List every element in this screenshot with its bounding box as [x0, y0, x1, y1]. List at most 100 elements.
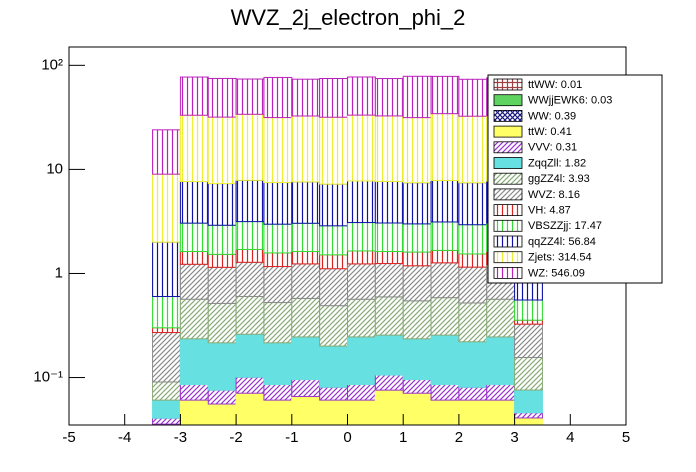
x-tick-label: 4: [566, 429, 574, 446]
legend-label: WZ: 546.09: [528, 267, 585, 279]
bar-segment: [207, 77, 237, 118]
bar-segment: [291, 336, 321, 381]
bar-segment: [291, 222, 321, 253]
bar-segment: [458, 115, 488, 184]
bar-segment: [152, 327, 181, 334]
legend-label: qqZZ4l: 56.84: [528, 236, 596, 248]
bar-segment: [430, 221, 460, 251]
plot-area: [152, 75, 543, 425]
bar-segment: [430, 249, 460, 264]
bar-segment: [430, 262, 460, 299]
bar-segment: [402, 300, 432, 340]
bar-segment: [430, 75, 460, 115]
bar-segment: [291, 78, 321, 117]
bar-segment: [207, 342, 237, 391]
bar-segment: [402, 117, 432, 184]
bar-segment: [263, 302, 293, 344]
x-tick-label: 3: [510, 429, 518, 446]
legend-label: WVZ: 8.16: [528, 189, 580, 201]
x-tick-label: 0: [343, 429, 351, 446]
legend-label: VH: 4.87: [528, 205, 571, 217]
bar-segment: [152, 173, 181, 243]
bar-segment: [263, 182, 293, 225]
bar-segment: [319, 268, 348, 307]
legend-swatch: [493, 94, 523, 107]
bar-segment: [179, 76, 209, 116]
bar-segment: [347, 250, 376, 265]
bar-segment: [374, 374, 404, 391]
bar-segment: [374, 334, 404, 376]
bar-segment: [319, 116, 348, 185]
bar-segment: [514, 319, 543, 325]
y-tick-label: 10²: [41, 56, 63, 73]
bar-segment: [430, 113, 460, 181]
legend-swatch: [493, 251, 523, 264]
bar-segment: [374, 389, 404, 425]
bar-segment: [291, 263, 321, 299]
bar-segment: [458, 78, 488, 117]
bar-segment: [514, 389, 543, 414]
bar-segment: [319, 77, 348, 118]
bar-segment: [152, 129, 181, 175]
bar-segment: [179, 384, 209, 401]
bar-segment: [152, 399, 181, 419]
bar-segment: [291, 115, 321, 183]
bar-segment: [430, 384, 460, 401]
legend-swatch: [493, 204, 523, 217]
bar-segment: [347, 180, 376, 224]
bar-segment: [374, 222, 404, 253]
bar-segment: [179, 399, 209, 425]
bar-segment: [347, 114, 376, 182]
bar-segment: [179, 181, 209, 224]
bar-segment: [486, 298, 516, 338]
bar-segment: [402, 338, 432, 381]
bar-segment: [152, 381, 181, 401]
bar-segment: [374, 180, 404, 224]
x-tick-label: 2: [455, 429, 463, 446]
bar-segment: [152, 417, 181, 425]
legend-label: Zjets: 314.54: [528, 252, 592, 264]
bar-segment: [347, 222, 376, 252]
bar-segment: [179, 251, 209, 265]
chart-title: WVZ_2j_electron_phi_2: [231, 5, 466, 30]
legend-swatch: [493, 125, 523, 138]
bar-segment: [235, 261, 265, 298]
bar-segment: [235, 333, 265, 378]
bar-segment: [374, 296, 404, 336]
bar-segment: [263, 266, 293, 304]
bar-segment: [402, 265, 432, 302]
bar-segment: [263, 384, 293, 401]
bar-segment: [263, 223, 293, 254]
axes: -5 -4 -3 -2 -1 0 1 2 3 4 5 10⁻¹ 1 10 10²: [33, 56, 630, 446]
legend-label: WW: 0.39: [528, 110, 576, 122]
bar-segment: [347, 263, 376, 300]
bar-segment: [374, 263, 404, 298]
x-tick-label: -2: [229, 429, 242, 446]
bar-segment: [319, 254, 348, 270]
bar-segment: [458, 302, 488, 343]
legend-swatch: [493, 172, 523, 185]
bar-segment: [152, 296, 181, 329]
bar-segment: [235, 179, 265, 223]
bar-segment: [402, 392, 432, 425]
legend-swatch: [493, 141, 523, 154]
bar-segment: [430, 297, 460, 336]
legend-swatch: [493, 157, 523, 169]
legend-swatch: [493, 110, 523, 122]
bar-segment: [347, 336, 376, 386]
bar-segment: [402, 223, 432, 253]
bar-segment: [263, 117, 293, 184]
bar-segment: [152, 241, 181, 298]
bar-segment: [207, 389, 237, 405]
bar-segment: [179, 114, 209, 183]
bar-segment: [235, 78, 265, 115]
bar-segment: [430, 179, 460, 223]
bar-segment: [263, 252, 293, 268]
bar-segment: [207, 266, 237, 304]
bar-segment: [152, 332, 181, 383]
legend-swatch: [493, 235, 523, 248]
bar-segment: [514, 412, 543, 419]
bar-segment: [235, 392, 265, 425]
x-tick-label: -4: [118, 429, 131, 446]
bar-segment: [486, 384, 516, 401]
